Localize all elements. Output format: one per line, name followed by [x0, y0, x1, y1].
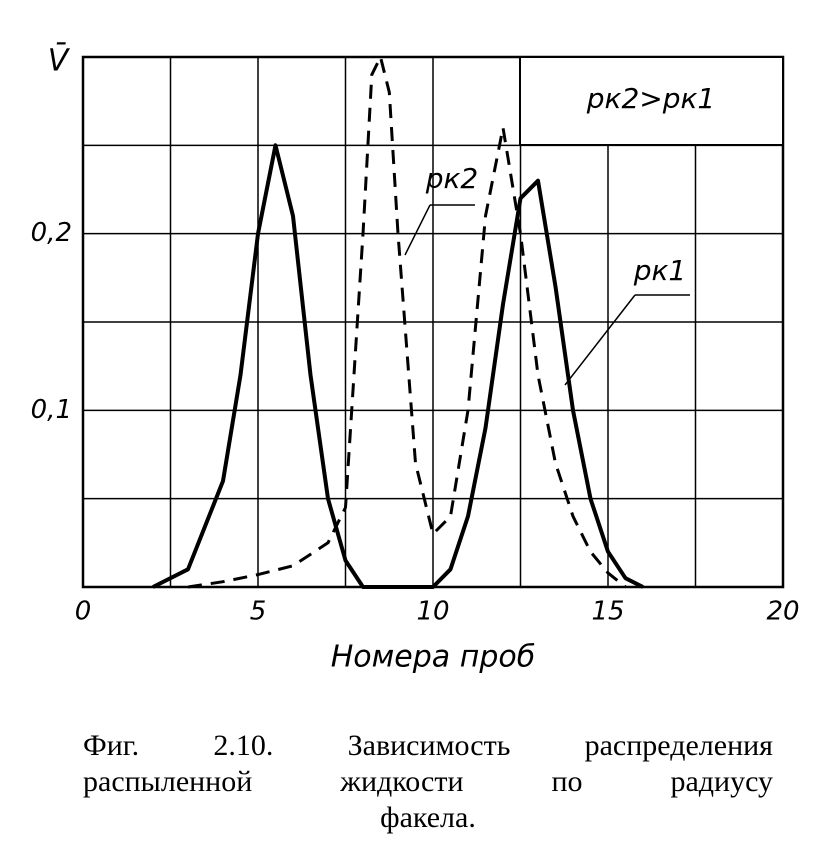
chart: pк2>pк1 V̄ Номера проб pк2 pк1 0 5 10 15 20 0…	[31, 42, 800, 675]
leader-line	[564, 294, 636, 386]
x-tick-label: 0	[75, 597, 92, 627]
plot-frame	[81, 55, 785, 589]
caption-line: распыленной жидкости по радиусу	[83, 765, 773, 798]
series-line	[187, 55, 627, 589]
x-tick-label: 20	[766, 597, 799, 627]
x-tick-label: 10	[416, 597, 449, 627]
series-line	[152, 143, 644, 589]
y-axis-label: V̄	[48, 42, 71, 78]
y-tick-label: 0,1	[31, 395, 72, 425]
caption-line: Фиг. 2.10. Зависимость распределения	[83, 729, 773, 762]
series-label: pк1	[633, 254, 687, 287]
caption: Фиг. 2.10. Зависимость распределения расп…	[83, 728, 773, 836]
note-box	[519, 56, 784, 146]
series-label: pк2	[425, 162, 479, 195]
caption-line: факела.	[380, 801, 476, 834]
condition-note: pк2>pк1	[586, 82, 715, 115]
y-tick-label: 0,2	[31, 218, 72, 248]
x-tick-label: 5	[250, 597, 267, 627]
leader-line	[404, 204, 431, 256]
x-axis-label: Номера проб	[331, 640, 535, 675]
x-tick-label: 15	[591, 597, 624, 627]
